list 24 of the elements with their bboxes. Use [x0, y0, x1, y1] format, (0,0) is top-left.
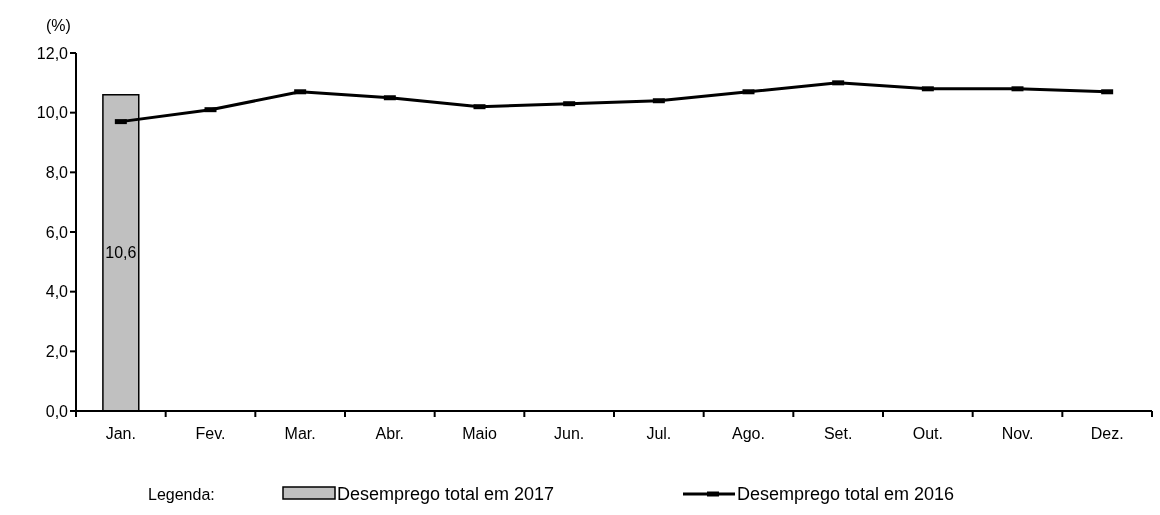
x-tick-label: Mar.: [284, 425, 316, 442]
x-tick-label: Maio: [462, 425, 497, 442]
y-axis-title: (%): [46, 17, 71, 34]
x-tick-label: Abr.: [375, 425, 405, 442]
x-tick-label: Dez.: [1090, 425, 1124, 442]
x-tick-label: Fev.: [195, 425, 226, 442]
data-label: 10,6: [105, 244, 137, 262]
x-tick-label: Ago.: [732, 425, 765, 442]
x-tick-label: Nov.: [1001, 425, 1034, 442]
y-tick-label: 0,0: [45, 402, 69, 420]
x-tick-label: Jan.: [105, 425, 136, 442]
legend-title: Legenda:: [148, 486, 215, 503]
y-tick-label: 10,0: [36, 104, 69, 122]
x-tick-label: Set.: [823, 425, 853, 442]
y-tick-label: 2,0: [45, 342, 69, 360]
y-tick-label: 12,0: [36, 44, 69, 62]
legend-label: Desemprego total em 2017: [337, 484, 555, 504]
y-tick-label: 8,0: [45, 163, 69, 181]
y-tick-label: 4,0: [45, 283, 69, 301]
x-tick-label: Jul.: [646, 425, 672, 442]
legend-label: Desemprego total em 2016: [737, 484, 955, 504]
y-tick-label: 6,0: [45, 223, 69, 241]
x-tick-label: Jun.: [554, 425, 585, 442]
x-tick-label: Out.: [912, 425, 943, 442]
